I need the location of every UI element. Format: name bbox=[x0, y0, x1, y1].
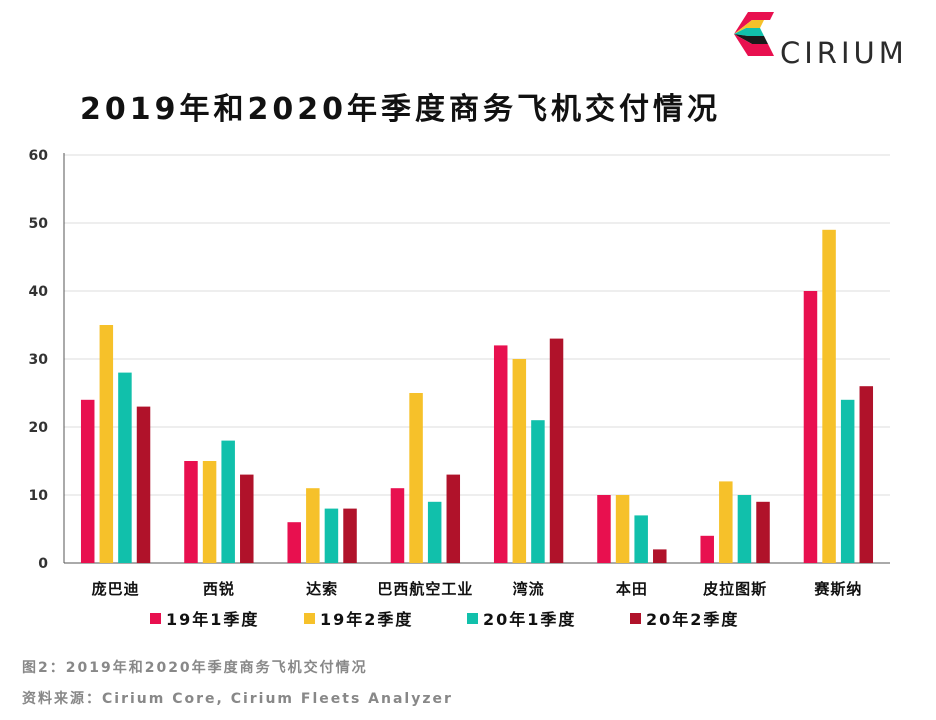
bar bbox=[409, 393, 423, 563]
legend-label: 19年2季度 bbox=[320, 610, 413, 629]
y-tick-label: 50 bbox=[29, 216, 49, 232]
brand-name: CIRIUM bbox=[780, 36, 908, 70]
bar bbox=[184, 461, 198, 563]
bar bbox=[99, 325, 114, 563]
bar bbox=[240, 474, 254, 563]
bar bbox=[840, 399, 855, 563]
bar bbox=[719, 481, 733, 563]
bar bbox=[136, 406, 151, 563]
bar bbox=[597, 495, 611, 563]
bar bbox=[859, 386, 874, 563]
legend-label: 20年1季度 bbox=[483, 610, 576, 629]
bar bbox=[306, 488, 320, 563]
bar bbox=[221, 440, 235, 563]
legend-swatch bbox=[467, 613, 478, 624]
source-caption: 资料来源：Cirium Core, Cirium Fleets Analyzer bbox=[22, 691, 453, 707]
bar bbox=[287, 522, 301, 563]
x-tick-label: 湾流 bbox=[513, 580, 545, 598]
bar bbox=[427, 501, 442, 563]
x-tick-label: 皮拉图斯 bbox=[703, 580, 767, 598]
legend-swatch bbox=[150, 613, 161, 624]
y-tick-label: 0 bbox=[38, 556, 48, 572]
x-tick-label: 达索 bbox=[306, 580, 338, 598]
legend-label: 20年2季度 bbox=[646, 610, 739, 629]
x-tick-label: 本田 bbox=[616, 580, 648, 598]
cirium-logo-icon bbox=[734, 12, 774, 56]
bar bbox=[549, 338, 564, 563]
y-tick-label: 40 bbox=[29, 284, 49, 300]
bar-chart: 0 10 20 30 40 50 60 庞巴迪 西锐 达索 巴西航空工业 湾流 本田 皮拉图斯 赛斯纳 19年… bbox=[29, 148, 890, 629]
legend-swatch bbox=[304, 613, 315, 624]
bar bbox=[756, 501, 770, 563]
bar bbox=[531, 420, 545, 563]
bar bbox=[737, 495, 752, 563]
figure-caption: 图2：2019年和2020年季度商务飞机交付情况 bbox=[22, 660, 368, 676]
bar bbox=[803, 291, 818, 563]
bar bbox=[512, 359, 527, 563]
legend-swatch bbox=[630, 613, 641, 624]
bar bbox=[118, 372, 132, 563]
bar bbox=[446, 474, 461, 563]
y-tick-label: 60 bbox=[29, 148, 49, 164]
x-tick-label: 西锐 bbox=[203, 580, 235, 598]
bar bbox=[700, 535, 714, 563]
y-tick-label: 20 bbox=[29, 420, 49, 436]
bar bbox=[343, 508, 357, 563]
chart-title: 2019年和2020年季度商务飞机交付情况 bbox=[80, 92, 721, 127]
bar bbox=[822, 229, 836, 564]
bar bbox=[493, 345, 508, 563]
x-tick-label: 巴西航空工业 bbox=[377, 580, 473, 598]
bar bbox=[634, 515, 648, 563]
legend-label: 19年1季度 bbox=[166, 610, 259, 629]
bar bbox=[390, 488, 405, 563]
bar bbox=[80, 399, 95, 563]
bar bbox=[324, 508, 339, 563]
x-tick-label: 庞巴迪 bbox=[92, 580, 140, 598]
y-tick-label: 10 bbox=[29, 488, 49, 504]
bar bbox=[202, 461, 217, 563]
bar bbox=[653, 549, 667, 563]
x-tick-label: 赛斯纳 bbox=[813, 580, 862, 598]
y-tick-label: 30 bbox=[29, 352, 49, 368]
cirium-logo: CIRIUM bbox=[734, 12, 924, 72]
bar bbox=[615, 495, 630, 563]
